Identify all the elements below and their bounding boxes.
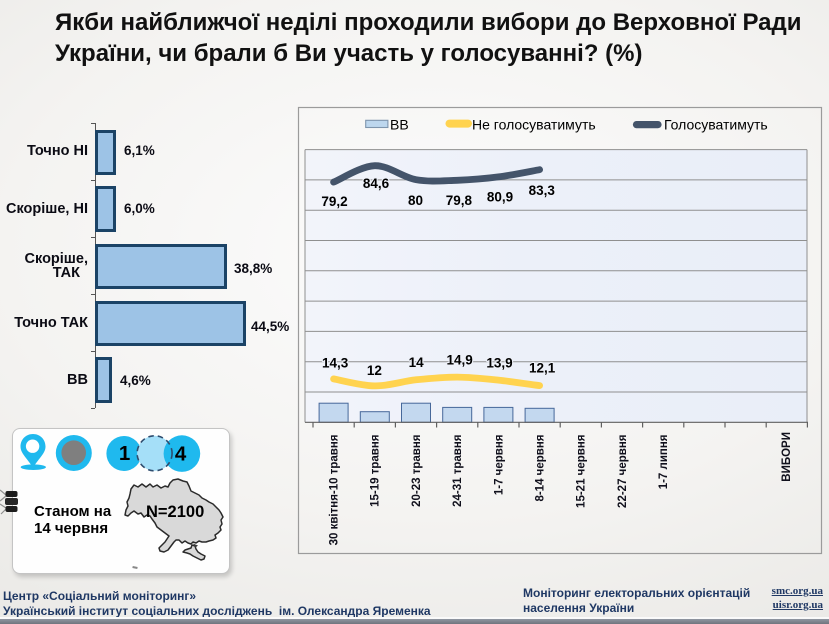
svg-text:24-31 травня: 24-31 травня	[452, 435, 464, 507]
svg-text:79,2: 79,2	[321, 194, 347, 209]
svg-text:8-14 червня: 8-14 червня	[535, 435, 547, 502]
svg-text:12: 12	[367, 363, 382, 378]
svg-text:1: 1	[119, 442, 130, 465]
svg-text:ВИБОРИ: ВИБОРИ	[781, 432, 793, 482]
svg-text:12,1: 12,1	[529, 361, 556, 376]
svg-text:83,3: 83,3	[529, 183, 556, 198]
svg-text:22-27 червня: 22-27 червня	[617, 435, 629, 508]
svg-text:80: 80	[408, 193, 423, 208]
svg-text:79,8: 79,8	[446, 193, 473, 208]
svg-text:Не голосуватимуть: Не голосуватимуть	[472, 117, 596, 133]
svg-text:13,9: 13,9	[486, 356, 512, 371]
svg-text:84,6: 84,6	[363, 176, 390, 191]
svg-text:15-21 червня: 15-21 червня	[576, 435, 588, 508]
svg-text:ВВ: ВВ	[390, 117, 409, 133]
svg-text:30 квітня-10 травня: 30 квітня-10 травня	[329, 435, 341, 546]
svg-text:1-7 червня: 1-7 червня	[493, 435, 505, 496]
svg-text:80,9: 80,9	[487, 190, 513, 205]
svg-text:14,3: 14,3	[322, 356, 349, 371]
svg-text:Голосуватимуть: Голосуватимуть	[664, 117, 768, 133]
svg-text:4: 4	[175, 442, 187, 465]
svg-text:20-23 травня: 20-23 травня	[411, 435, 423, 507]
svg-text:14: 14	[409, 355, 425, 370]
svg-text:15-19 травня: 15-19 травня	[370, 435, 382, 507]
svg-text:14,9: 14,9	[446, 353, 472, 368]
svg-text:1-7 липня: 1-7 липня	[658, 435, 670, 490]
